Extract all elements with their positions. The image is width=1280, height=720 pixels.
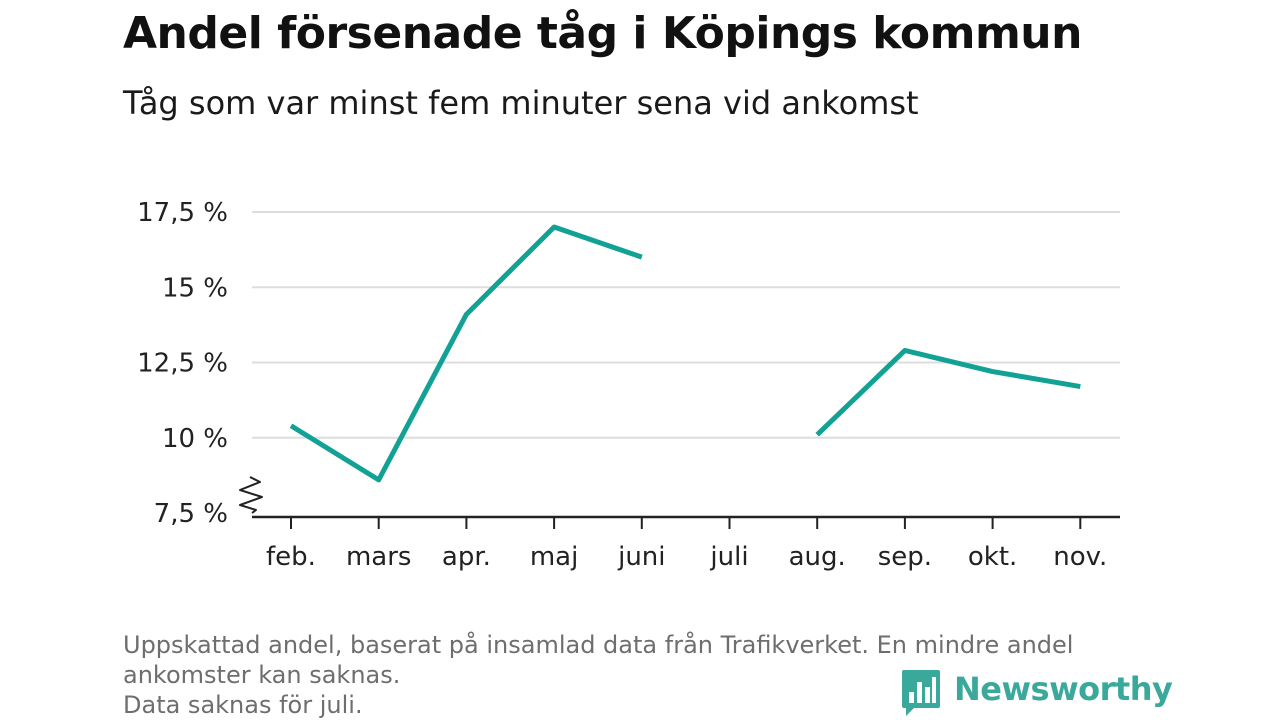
- series-lines: [289, 224, 1081, 483]
- y-tick-label: 7,5 %: [154, 499, 228, 529]
- footer-line-3: Data saknas för juli.: [123, 691, 363, 719]
- y-tick-label: 10 %: [162, 424, 228, 454]
- chart-subtitle: Tåg som var minst fem minuter sena vid a…: [123, 84, 919, 122]
- x-tick-label: feb.: [266, 542, 316, 572]
- series-line-segment: [289, 224, 643, 483]
- y-tick-label: 15 %: [162, 273, 228, 303]
- gridlines: [252, 211, 1120, 439]
- x-axis: feb. mars apr. maj juni juli aug. sep. okt. nov.: [252, 515, 1120, 572]
- y-tick-label: 12,5 %: [137, 349, 228, 379]
- x-tick-label: sep.: [878, 542, 932, 572]
- x-tick-label: okt.: [968, 542, 1017, 572]
- x-tick-label: mars: [346, 542, 412, 572]
- y-tick-label: 17,5 %: [137, 198, 228, 228]
- x-tick-label: juli: [709, 542, 748, 572]
- footer-line-2: ankomster kan saknas.: [123, 661, 401, 689]
- x-tick-label: juni: [617, 542, 665, 572]
- footer-note: Uppskattad andel, baserat på insamlad da…: [123, 630, 1153, 720]
- footer-line-1: Uppskattad andel, baserat på insamlad da…: [123, 631, 1074, 659]
- axis-break-icon: [239, 476, 263, 514]
- x-tick-label: maj: [530, 542, 578, 572]
- series-line-segment: [815, 347, 1081, 437]
- x-tick-label: apr.: [442, 542, 491, 572]
- newsworthy-logo: Newsworthy: [900, 668, 1173, 720]
- brand-name: Newsworthy: [954, 670, 1173, 708]
- x-tick-label: nov.: [1053, 542, 1107, 572]
- newsworthy-bar-chart-icon: [902, 670, 940, 716]
- line-chart: 7,5 % 10 % 12,5 % 15 % 17,5 % feb. mars apr. ma…: [137, 198, 1120, 572]
- x-tick-label: aug.: [789, 542, 846, 572]
- chart-title: Andel försenade tåg i Köpings kommun: [123, 8, 1082, 59]
- y-axis: 7,5 % 10 % 12,5 % 15 % 17,5 %: [137, 198, 263, 529]
